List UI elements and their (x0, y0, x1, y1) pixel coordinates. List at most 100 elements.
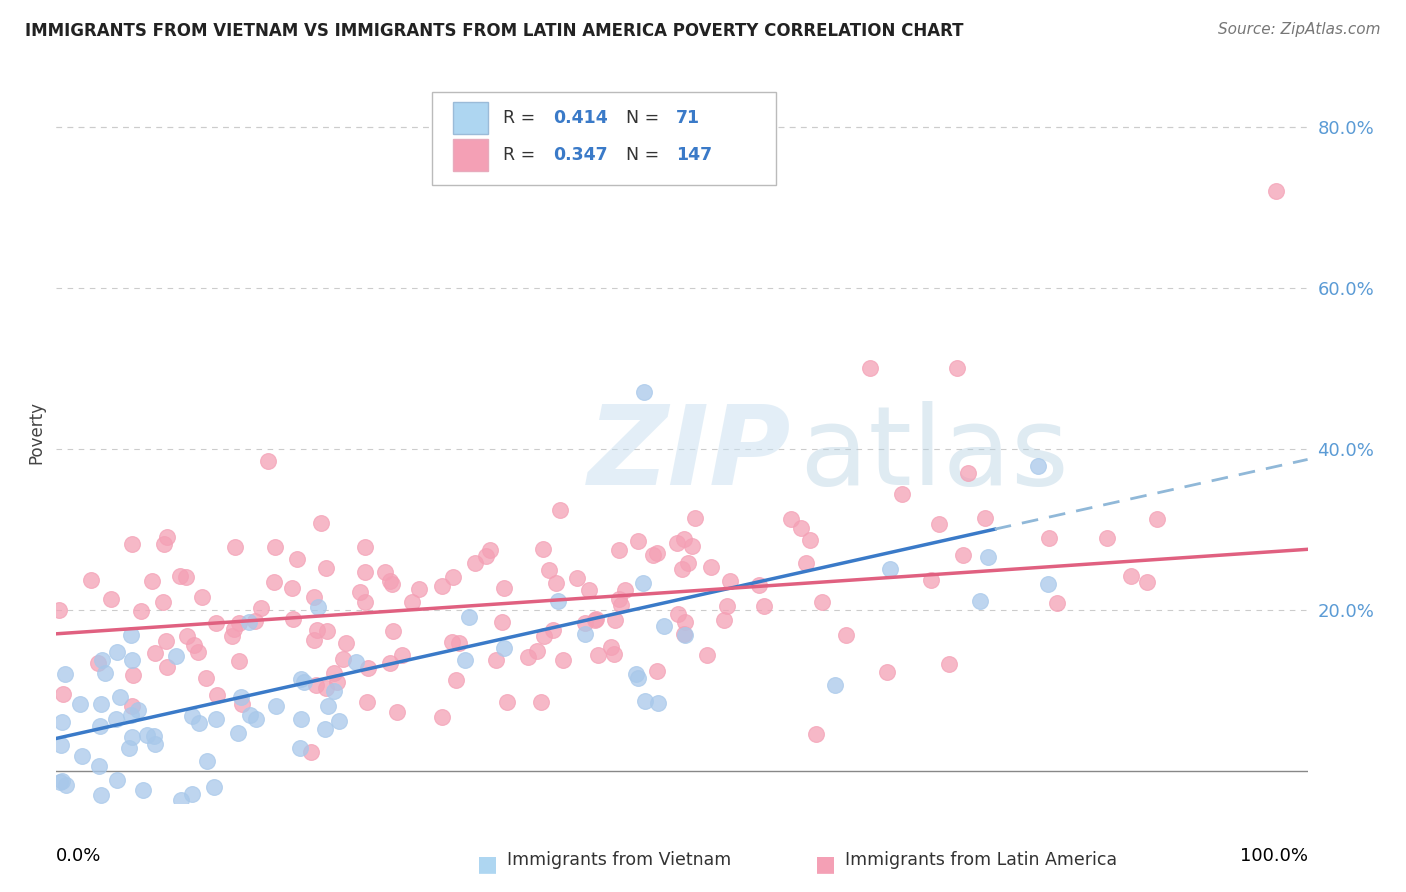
Point (87, 656, 110, 670)
Point (165, 648, 187, 663)
Point (344, 655, 367, 669)
Point (120, 628, 142, 642)
Point (586, 648, 609, 663)
Text: 71: 71 (676, 109, 700, 127)
Point (633, 385, 655, 400)
Point (634, 693, 657, 707)
Point (264, 540, 287, 554)
Point (80, 573, 103, 587)
Point (673, 532, 696, 546)
Point (169, 568, 191, 582)
Point (401, 595, 423, 609)
Point (879, 562, 901, 576)
Point (610, 598, 633, 612)
Text: Immigrants from Latin America: Immigrants from Latin America (845, 851, 1116, 869)
Point (824, 678, 846, 692)
Point (652, 618, 675, 632)
Point (49, 775, 72, 789)
Point (156, 530, 179, 544)
Point (533, 629, 555, 643)
Point (202, 780, 225, 794)
Point (665, 536, 688, 550)
Point (245, 712, 267, 726)
Point (187, 645, 209, 659)
Point (205, 616, 228, 631)
Point (799, 533, 821, 548)
Point (302, 633, 325, 648)
Point (354, 595, 377, 609)
Point (332, 652, 354, 666)
Text: ■: ■ (815, 855, 837, 875)
Point (322, 665, 344, 680)
Point (238, 615, 260, 630)
Point (631, 576, 654, 591)
Point (155, 634, 177, 648)
Point (378, 574, 401, 588)
Point (673, 627, 696, 641)
Point (946, 361, 969, 376)
Point (121, 698, 143, 713)
Point (673, 628, 696, 642)
Point (108, 690, 131, 705)
Point (354, 540, 377, 554)
Point (668, 607, 690, 621)
Point (952, 548, 974, 562)
Point (191, 590, 214, 604)
Point (263, 575, 285, 590)
Point (547, 593, 569, 607)
Point (281, 612, 304, 626)
Point (478, 542, 501, 557)
Point (51, 738, 73, 752)
Point (228, 655, 250, 669)
Text: atlas: atlas (588, 401, 1069, 508)
Text: R =: R = (503, 109, 536, 127)
Text: Source: ZipAtlas.com: Source: ZipAtlas.com (1218, 22, 1381, 37)
Point (322, 684, 344, 698)
Point (614, 582, 637, 597)
Point (315, 561, 337, 575)
Point (700, 559, 723, 574)
Point (228, 615, 250, 630)
Point (156, 660, 179, 674)
Text: R =: R = (503, 146, 536, 164)
Point (105, 645, 128, 659)
Point (264, 698, 287, 713)
Point (496, 695, 519, 709)
Point (599, 640, 621, 654)
Point (475, 549, 498, 563)
Point (718, 574, 741, 589)
Point (440, 634, 463, 648)
Point (231, 697, 253, 711)
Point (90, 698, 112, 712)
Point (356, 661, 378, 675)
Point (69, 698, 91, 712)
Point (1036, 576, 1059, 591)
Point (143, 729, 166, 743)
Point (120, 708, 142, 723)
Point (453, 653, 475, 667)
Point (143, 737, 166, 751)
Point (449, 635, 471, 649)
Point (780, 512, 803, 526)
Point (485, 653, 508, 667)
Point (531, 542, 554, 557)
Point (285, 552, 308, 566)
Point (205, 712, 228, 726)
Point (626, 671, 648, 685)
Point (307, 623, 329, 637)
Point (243, 614, 266, 628)
Point (239, 707, 262, 722)
Point (105, 712, 128, 726)
Point (354, 565, 377, 579)
Point (94, 666, 117, 681)
Point (90, 653, 112, 667)
Point (141, 574, 163, 589)
Point (170, 793, 193, 807)
Point (752, 599, 775, 613)
Point (226, 726, 249, 740)
Point (716, 599, 738, 613)
Point (444, 673, 467, 687)
Point (288, 741, 311, 756)
Point (302, 591, 325, 605)
Point (835, 628, 858, 642)
